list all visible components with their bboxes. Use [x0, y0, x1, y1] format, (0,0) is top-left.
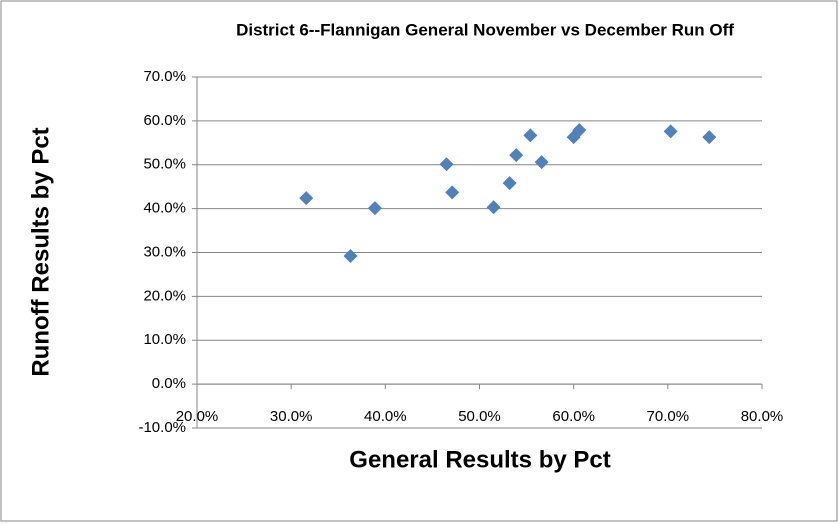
point — [572, 123, 587, 138]
point — [534, 155, 549, 170]
y-tick-label: 30.0% — [143, 243, 186, 260]
point — [663, 124, 678, 139]
y-tick-label: -10.0% — [138, 419, 186, 436]
chart-title: District 6--Flannigan General November v… — [236, 20, 734, 39]
x-tick-label: 30.0% — [270, 408, 313, 425]
x-tick-label: 50.0% — [458, 408, 501, 425]
x-tick-label: 80.0% — [741, 408, 784, 425]
point — [509, 148, 524, 163]
point — [486, 200, 501, 215]
y-tick-label: 60.0% — [143, 112, 186, 129]
point — [299, 191, 314, 206]
y-tick-label: 40.0% — [143, 200, 186, 217]
point — [343, 249, 358, 264]
y-tick-label: 70.0% — [143, 68, 186, 85]
y-axis-title: Runoff Results by Pct — [27, 127, 54, 376]
x-tick-label: 20.0% — [176, 408, 219, 425]
x-axis-title: General Results by Pct — [349, 446, 610, 473]
point — [523, 128, 538, 143]
point — [439, 157, 454, 172]
x-tick-label: 40.0% — [364, 408, 407, 425]
x-tick-label: 70.0% — [647, 408, 690, 425]
y-tick-label: 10.0% — [143, 331, 186, 348]
x-tick-label: 60.0% — [552, 408, 595, 425]
point — [502, 176, 517, 191]
y-tick-label: 0.0% — [152, 375, 186, 392]
point — [367, 201, 382, 216]
point — [702, 130, 717, 145]
y-tick-label: 50.0% — [143, 156, 186, 173]
y-tick-label: 20.0% — [143, 287, 186, 304]
point — [445, 185, 460, 200]
